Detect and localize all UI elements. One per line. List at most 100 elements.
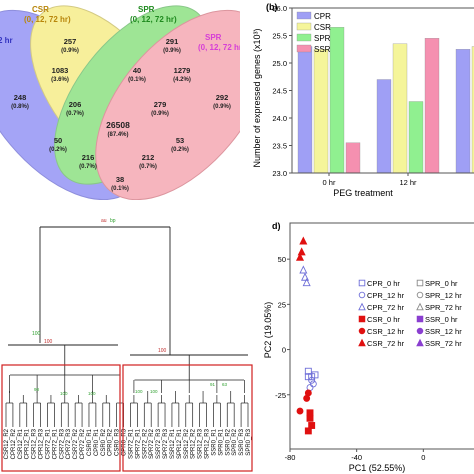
venn-pct: (0.2%) (171, 147, 189, 153)
venn-pct: (0.2%) (49, 147, 67, 153)
pca-point (296, 407, 304, 415)
venn-period-spr: (0, 12, 72 hr) (130, 15, 177, 24)
dendro-leaf-label: SPR12_R1 (177, 428, 183, 459)
bar-y-tick-label: 24.5 (272, 87, 287, 96)
pca-legend-marker (416, 291, 424, 299)
bar-chart: (b) Number of expressed genes (x10³) PEG… (252, 2, 474, 198)
venn-pct: (4.2%) (173, 77, 191, 83)
venn-count: 53 (176, 136, 184, 145)
dendro-leaf-label: CSR0_R1 (87, 428, 93, 456)
bar-y-tick-label: 25.5 (272, 32, 287, 41)
dendro-leaf-label: SPR72_R2 (149, 428, 155, 459)
bar-y-tick-label: 24.0 (272, 114, 287, 123)
bar-legend-label: CPR (314, 12, 331, 21)
bar-ssr-0 (345, 142, 361, 174)
venn-period-ssr: (0, 12, 72 hr) (198, 43, 240, 52)
dendro-leaf-label: CSR72_R1 (45, 428, 51, 459)
pca-y-tick-label: 50 (278, 255, 286, 264)
dendro-leaf-label: CSR72_R2 (73, 428, 79, 459)
dendro-leaf-label: CPR12_R1 (25, 428, 31, 459)
venn-pct: (0.8%) (11, 104, 29, 110)
dendro-leaf-label: SPR0_R3 (246, 428, 252, 455)
pca-legend-marker (358, 302, 366, 311)
panel-tag-d: d) (272, 221, 281, 231)
dendro-support: 91 (210, 382, 216, 387)
pca-legend-marker (416, 279, 424, 287)
dendro-leaf-label: SSR12_R2 (184, 428, 190, 459)
pca-point (309, 380, 317, 388)
venn-pct: (0.9%) (163, 48, 181, 54)
bar-chart-panel: (b) Number of expressed genes (x10³) PEG… (248, 0, 474, 210)
venn-pct: (0.1%) (111, 186, 129, 192)
dendro-leaf-label: CPR12_R3 (39, 428, 45, 459)
venn-count: 257 (64, 37, 77, 46)
pca-xlabel: PC1 (52.55%) (349, 463, 406, 473)
dendro-leaf-label: SSR72_R3 (156, 428, 162, 459)
venn-pct: (87.4%) (107, 132, 128, 138)
dendro-support: 100 (32, 331, 41, 337)
cluster-box-left (1, 364, 121, 472)
bar-cpr-0 (297, 46, 313, 174)
pca-legend-label: SSR_12 hr (425, 327, 462, 336)
pca-legend-marker (358, 338, 366, 347)
pca-point (304, 367, 312, 375)
dendro-top-label-au: au (101, 218, 107, 224)
bar-csr-2 (471, 46, 474, 174)
venn-count: 1279 (174, 66, 191, 75)
venn-count: 1083 (52, 66, 69, 75)
dendro-leaf-label: SPR12_R2 (191, 428, 197, 459)
dendro-leaf-label: SPR72_R1 (135, 428, 141, 459)
pca-legend-marker (416, 315, 424, 323)
pca-point (304, 427, 312, 435)
venn-count: 248 (14, 93, 27, 102)
bar-legend-label: SPR (314, 34, 331, 43)
pca-legend-label: CSR_72 hr (367, 339, 405, 348)
bar-legend-swatch (296, 11, 312, 20)
dendro-leaf-label: SSR72_R2 (142, 428, 148, 459)
venn-pct: (0.7%) (139, 164, 157, 170)
venn-pct: (0.9%) (151, 111, 169, 117)
venn-pct: (0.9%) (213, 104, 231, 110)
venn-count: 279 (154, 100, 167, 109)
pca-legend-marker (416, 327, 424, 335)
pca-legend-label: SPR_12 hr (425, 291, 462, 300)
dendro-leaf-label: SPR12_R3 (205, 428, 211, 459)
pca-legend-label: CSR_12 hr (367, 327, 405, 336)
dendro-leaf-label: CPR0_R1 (94, 428, 100, 456)
bar-y-tick-label: 23.5 (272, 142, 287, 151)
bar-legend-swatch (296, 33, 312, 42)
pca-legend-label: CPR_72 hr (367, 303, 405, 312)
pca-point (302, 278, 311, 287)
dendro-leaf-label: CSR0_R2 (101, 428, 107, 456)
pca-y-tick-label: -25 (275, 391, 286, 400)
pca-x-tick-label: -40 (351, 453, 362, 462)
bar-chart-ylabel: Number of expressed genes (x10³) (252, 28, 262, 167)
venn-label-spr: SPR (138, 5, 155, 14)
bar-csr-0 (313, 49, 329, 174)
pca-point (304, 389, 312, 397)
bar-legend-swatch (296, 44, 312, 53)
pca-legend-label: SSR_72 hr (425, 339, 462, 348)
dendro-leaf-label: SSR72_R1 (128, 428, 134, 459)
venn-label-ssr: SPR (205, 33, 222, 42)
pca-point (299, 236, 308, 245)
dendro-support: 100 (150, 389, 158, 394)
bar-chart-frame (291, 7, 474, 174)
bar-ssr-1 (424, 38, 440, 174)
dendro-leaf-label: SSR0_R3 (239, 428, 245, 455)
bar-spr-0 (329, 27, 345, 174)
venn-count: 216 (82, 153, 95, 162)
venn-pct: (3.6%) (51, 77, 69, 83)
dendro-leaf-label: CPR72_R3 (66, 428, 72, 459)
venn-count: 292 (216, 93, 229, 102)
dendro-support: 100 (158, 348, 167, 354)
dendro-leaf-label: SSR0_R2 (225, 428, 231, 455)
pca-panel: d) PC2 (19.05%) PC1 (52.55%) -80 -40 0 50 25… (262, 215, 474, 474)
panel-tag-b: (b) (266, 2, 278, 12)
venn-label-csr: CSR (32, 5, 49, 14)
dendro-support: 100 (135, 389, 143, 394)
pca-point (299, 265, 308, 274)
pca-legend-marker (358, 291, 366, 299)
venn-ellipse-ssr (95, 9, 240, 200)
dendro-leaf-label: CPR0_R2 (108, 428, 114, 456)
